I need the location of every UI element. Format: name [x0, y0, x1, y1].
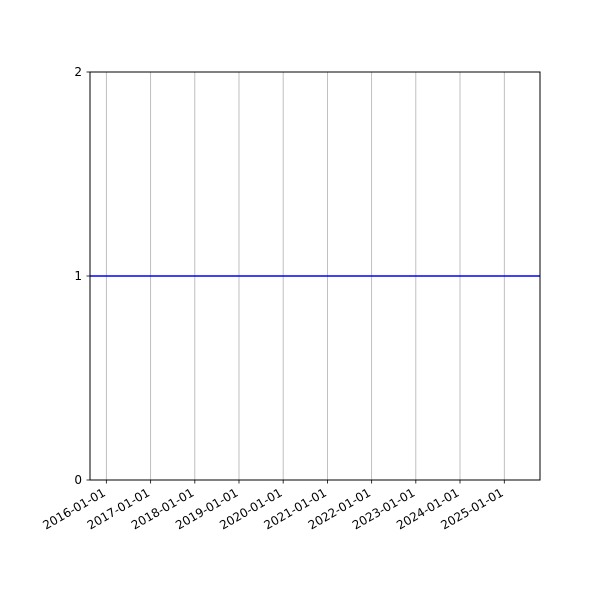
- y-tick-label: 1: [74, 269, 82, 283]
- y-tick-label: 0: [74, 473, 82, 487]
- y-axis: 0 1 2: [74, 65, 90, 487]
- x-axis: 2016-01-012017-01-012018-01-012019-01-01…: [40, 480, 506, 532]
- y-tick-label: 2: [74, 65, 82, 79]
